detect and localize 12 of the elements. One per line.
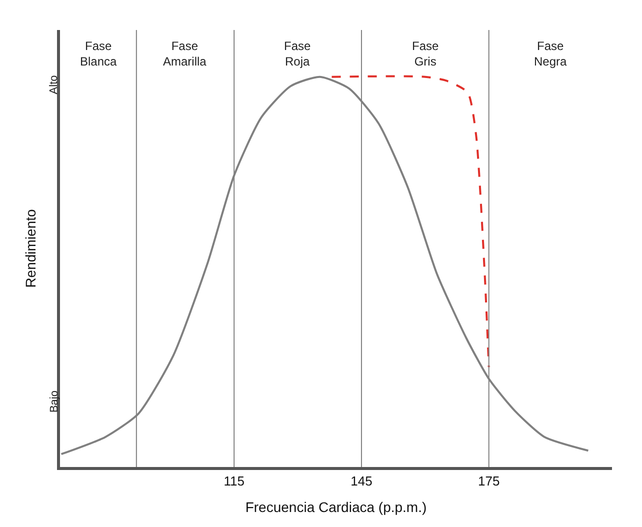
x-axis-title: Frecuencia Cardiaca (p.p.m.): [245, 498, 427, 515]
text: Fase Amarilla: [163, 39, 207, 69]
annotation: Bajo: [48, 390, 60, 413]
x-tick-label: 145: [350, 474, 372, 489]
text: Alto: [48, 75, 60, 94]
text: Fase Roja: [284, 39, 312, 69]
text: Fase Gris: [412, 39, 440, 69]
x-tick-label: 115: [224, 474, 244, 489]
text: Fase Negra: [534, 39, 568, 69]
y-axis-title: Rendimiento: [22, 208, 39, 288]
text: Fase Blanca: [80, 39, 118, 69]
x-tick-label: 175: [478, 474, 500, 489]
